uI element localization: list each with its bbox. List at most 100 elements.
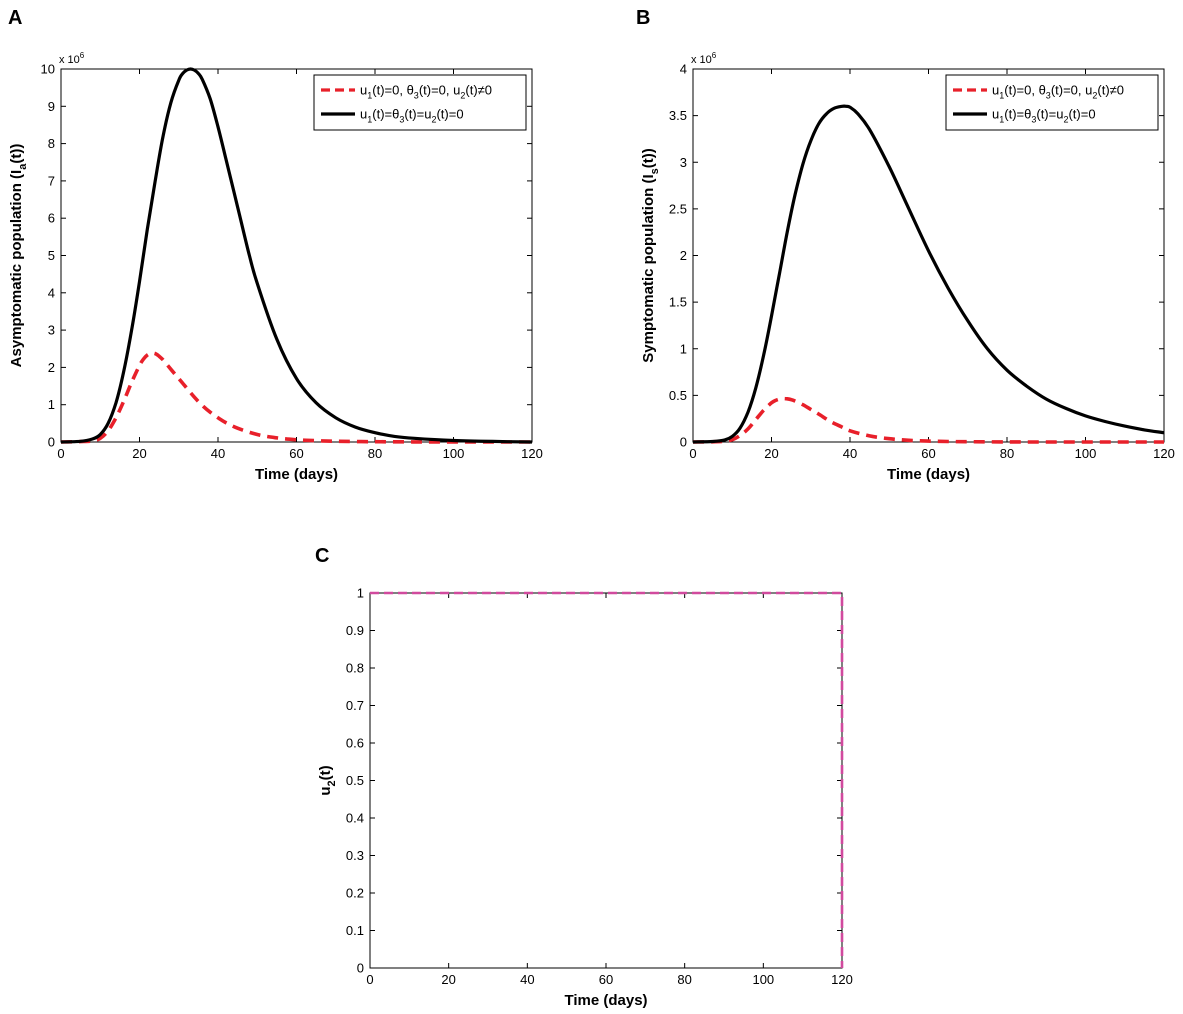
y-tick-label: 0.1: [346, 923, 364, 938]
legend-subscript: 2: [460, 91, 465, 101]
legend-subscript: 2: [1092, 91, 1097, 101]
plot-area-c: [369, 592, 843, 969]
y-label-main: Symptomatic population (I: [640, 174, 657, 362]
x-axis-c: 0 20 40 60 80 100 120: [366, 593, 853, 987]
x-tick-label: 80: [677, 972, 691, 987]
y-axis-label-c: u2(t): [317, 765, 338, 795]
x-tick-label: 120: [831, 972, 853, 987]
y-axis-b: 0 0.5 1 1.5 2 2.5 3 3.5 4: [669, 62, 1164, 450]
legend-text-part: (t)=0, θ: [372, 83, 414, 98]
legend-text-part: (t)=u: [404, 107, 431, 122]
y-label-subscript: 2: [326, 780, 338, 786]
y-tick-label: 0.9: [346, 623, 364, 638]
legend-text-part: (t)=θ: [372, 107, 399, 122]
x-tick-label: 0: [366, 972, 373, 987]
y-tick-label: 10: [41, 62, 55, 77]
y-multiplier-exponent: 6: [712, 51, 717, 60]
y-tick-label: 5: [48, 248, 55, 263]
y-tick-label: 0: [48, 435, 55, 450]
x-tick-label: 80: [368, 446, 382, 461]
series-line-a-no-control: [60, 67, 533, 444]
y-tick-label: 3.5: [669, 108, 687, 123]
y-tick-label: 0.5: [346, 773, 364, 788]
y-label-end: (t)): [8, 144, 25, 164]
legend-subscript: 1: [999, 115, 1004, 125]
y-label-main: u: [317, 786, 334, 795]
y-multiplier-exponent: 6: [80, 51, 85, 60]
y-label-end: (t): [317, 765, 334, 780]
plot-area-b: [692, 68, 1165, 443]
panel-b: B 0 20 40 60 80 100 120 0 0.5 1 1.5 2 2.5 3 3.5 4 x 106 Ti…: [636, 7, 1175, 483]
y-axis-label-a: Asymptomatic population (Ia(t)): [8, 144, 29, 368]
y-axis-a: 0 1 2 3 4 5 6 7 8 9 10: [41, 62, 532, 450]
legend-text-part: u: [360, 83, 367, 98]
legend-text-part: (t)=0, u: [419, 83, 461, 98]
x-tick-label: 120: [521, 446, 543, 461]
x-tick-label: 60: [289, 446, 303, 461]
y-tick-label: 2: [680, 248, 687, 263]
x-axis-b: 0 20 40 60 80 100 120: [689, 69, 1175, 461]
y-tick-label: 0.3: [346, 848, 364, 863]
x-tick-label: 100: [752, 972, 774, 987]
legend-entry-0: u1(t)=0, θ3(t)=0, u2(t)≠0: [992, 83, 1124, 101]
y-tick-label: 1: [48, 397, 55, 412]
y-tick-label: 0.6: [346, 736, 364, 751]
legend-a: u1(t)=0, θ3(t)=0, u2(t)≠0u1(t)=θ3(t)=u2(…: [313, 74, 527, 131]
series-line-a-control: [60, 351, 532, 444]
y-tick-label: 0: [680, 435, 687, 450]
legend-subscript: 2: [431, 115, 436, 125]
legend-box: [313, 74, 527, 131]
y-tick-label: 3: [680, 155, 687, 170]
panel-label-a: A: [8, 7, 22, 29]
y-axis-label-b: Symptomatic population (Is(t)): [640, 148, 661, 362]
series-line-b-control: [692, 396, 1164, 444]
y-tick-label: 0.8: [346, 661, 364, 676]
legend-box: [945, 74, 1159, 131]
legend-text-part: (t)=0: [1068, 107, 1095, 122]
x-tick-label: 80: [1000, 446, 1014, 461]
x-tick-label: 100: [1075, 446, 1097, 461]
legend-text-part: u: [360, 107, 367, 122]
y-tick-label: 4: [680, 62, 687, 77]
x-axis-label-c: Time (days): [564, 992, 647, 1009]
legend-subscript: 3: [414, 91, 419, 101]
y-tick-label: 8: [48, 136, 55, 151]
y-tick-label: 4: [48, 285, 55, 300]
y-tick-label: 9: [48, 99, 55, 114]
x-tick-label: 60: [599, 972, 613, 987]
y-tick-label: 1.5: [669, 295, 687, 310]
legend-text-part: (t)=θ: [1004, 107, 1031, 122]
legend-subscript: 1: [367, 115, 372, 125]
y-label-end: (t)): [640, 148, 657, 168]
x-tick-label: 0: [57, 446, 64, 461]
y-label-subscript: s: [649, 168, 661, 174]
x-tick-label: 120: [1153, 446, 1175, 461]
y-tick-label: 1: [357, 586, 364, 601]
legend-subscript: 1: [999, 91, 1004, 101]
x-axis-a: 0 20 40 60 80 100 120: [57, 69, 543, 461]
legend-text-part: (t)=0, u: [1051, 83, 1093, 98]
y-multiplier-base: x 10: [59, 54, 80, 66]
x-tick-label: 40: [211, 446, 225, 461]
legend-subscript: 3: [399, 115, 404, 125]
legend-text-part: u: [992, 83, 999, 98]
legend-subscript: 2: [1063, 115, 1068, 125]
legend-entry-0: u1(t)=0, θ3(t)=0, u2(t)≠0: [360, 83, 492, 101]
y-multiplier-base: x 10: [691, 54, 712, 66]
panel-label-b: B: [636, 7, 650, 29]
x-axis-label-a: Time (days): [255, 466, 338, 483]
legend-text-part: (t)=u: [1036, 107, 1063, 122]
y-tick-label: 3: [48, 323, 55, 338]
y-tick-label: 2.5: [669, 201, 687, 216]
x-tick-label: 40: [520, 972, 534, 987]
y-axis-c: 0 0.1 0.2 0.3 0.4 0.5 0.6 0.7 0.8 0.9 1: [346, 586, 842, 976]
legend-b: u1(t)=0, θ3(t)=0, u2(t)≠0u1(t)=θ3(t)=u2(…: [945, 74, 1159, 131]
x-tick-label: 0: [689, 446, 696, 461]
legend-text-part: u: [992, 107, 999, 122]
y-multiplier-a: x 106: [59, 51, 85, 66]
legend-text-part: (t)=0: [436, 107, 463, 122]
y-label-main: Asymptomatic population (I: [8, 170, 25, 368]
x-tick-label: 100: [443, 446, 465, 461]
